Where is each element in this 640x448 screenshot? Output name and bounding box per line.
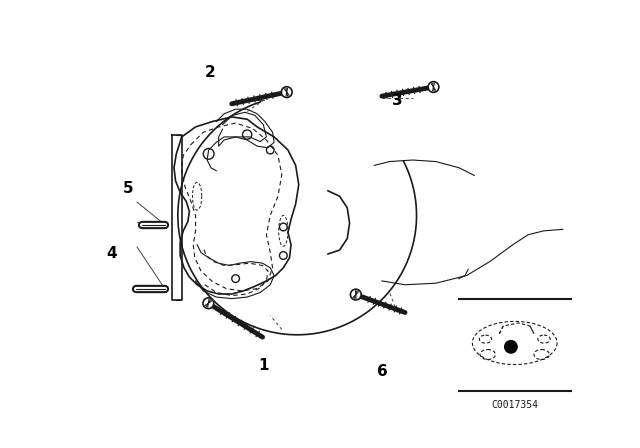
Circle shape — [428, 82, 439, 92]
Text: 6: 6 — [377, 364, 388, 379]
Text: 5: 5 — [123, 181, 134, 196]
Circle shape — [203, 298, 214, 309]
Circle shape — [351, 289, 361, 300]
Text: 4: 4 — [106, 246, 116, 261]
Text: 1: 1 — [259, 358, 269, 374]
Text: 3: 3 — [392, 93, 403, 108]
Text: 2: 2 — [204, 65, 215, 80]
Text: C0017354: C0017354 — [492, 400, 538, 410]
Circle shape — [504, 340, 518, 354]
Circle shape — [282, 87, 292, 98]
